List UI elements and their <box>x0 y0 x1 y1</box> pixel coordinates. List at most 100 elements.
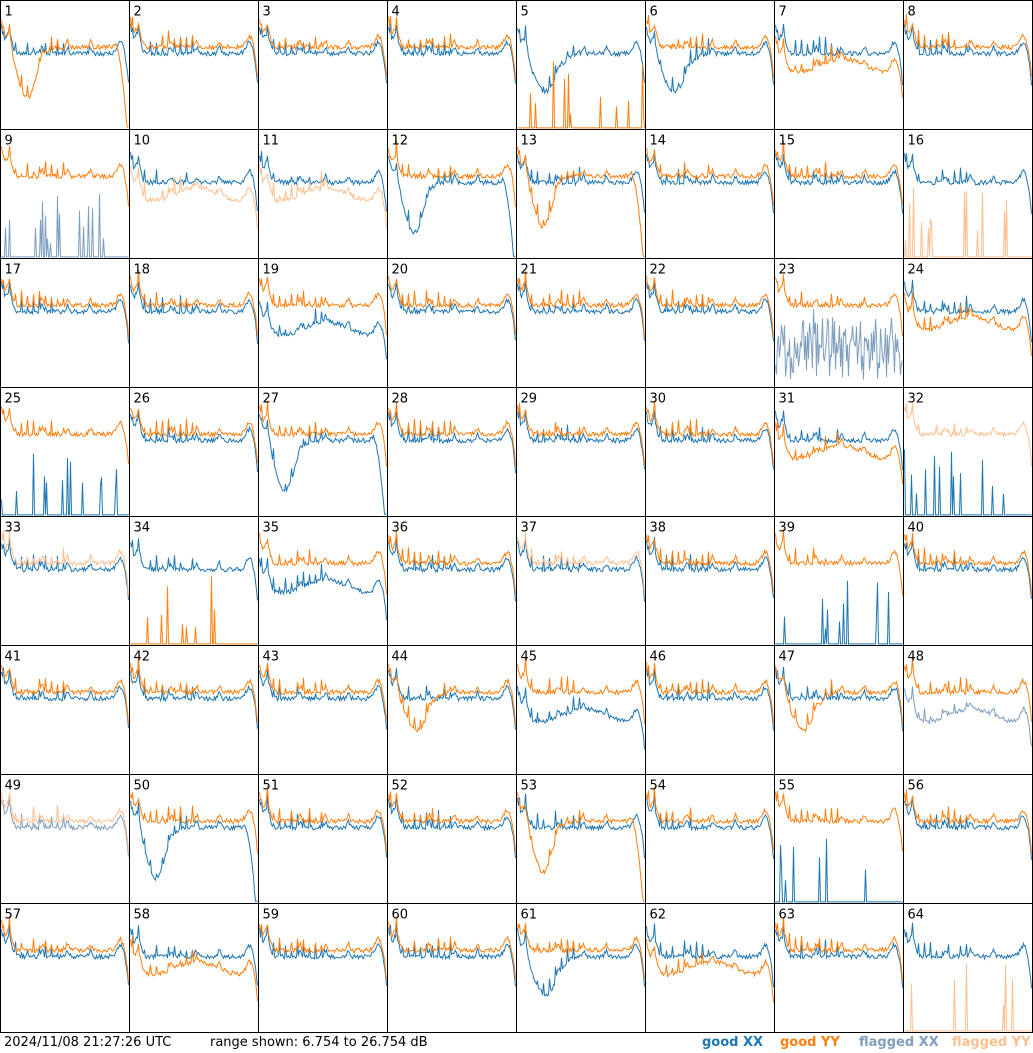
panel-label: 21 <box>521 263 538 278</box>
series-yy-line <box>1 406 129 465</box>
panel-28: 28 <box>387 387 517 517</box>
series-xx-line <box>259 25 387 84</box>
panel-border <box>774 258 904 388</box>
series-xx-line <box>775 23 903 86</box>
series-yy-line <box>904 656 1032 722</box>
series-yy-line <box>646 534 774 592</box>
panel-label: 23 <box>779 263 796 278</box>
panel-border <box>387 0 517 130</box>
panel-border <box>903 387 1033 517</box>
panel-label: 59 <box>263 908 280 923</box>
panel-31: 31 <box>774 387 904 517</box>
series-xx-line <box>775 410 903 471</box>
panel-label: 18 <box>134 263 151 278</box>
series-xx-line <box>1 667 129 729</box>
series-xx-line <box>259 150 387 212</box>
series-yy-line <box>259 533 387 594</box>
panel-23: 23 <box>774 258 904 388</box>
panel-border <box>516 129 646 259</box>
legend-good-yy: good YY <box>780 1035 840 1050</box>
panel-label: 27 <box>263 392 280 407</box>
panel-3: 3 <box>258 0 388 130</box>
panel-49: 49 <box>0 774 130 904</box>
panel-border <box>387 774 517 904</box>
legend-good-xx: good XX <box>702 1035 764 1050</box>
panel-label: 32 <box>908 392 925 407</box>
series-xx-line <box>517 280 645 341</box>
series-xx-line <box>646 26 774 94</box>
series-xx-line <box>388 537 516 602</box>
series-yy-line <box>259 924 387 981</box>
panel-29: 29 <box>516 387 646 517</box>
panel-border <box>645 129 775 259</box>
panel-2: 2 <box>129 0 259 130</box>
series-xx-line <box>259 794 387 858</box>
panel-label: 56 <box>908 779 925 794</box>
panel-label: 47 <box>779 650 796 665</box>
series-yy-line <box>388 530 516 594</box>
panel-label: 15 <box>779 134 796 149</box>
series-yy-line <box>388 140 516 207</box>
series-yy-line <box>517 792 645 902</box>
panel-border <box>258 774 388 904</box>
series-yy-line <box>517 656 645 725</box>
panel-label: 60 <box>392 908 409 923</box>
series-yy-line <box>388 791 516 853</box>
panel-22: 22 <box>645 258 775 388</box>
series-xx-line <box>517 928 645 997</box>
panel-12: 12 <box>387 129 517 259</box>
series-yy-line <box>259 19 387 76</box>
panel-label: 51 <box>263 779 280 794</box>
panel-label: 9 <box>5 134 13 149</box>
series-yy-line <box>904 292 1032 356</box>
panel-border <box>387 387 517 517</box>
series-xx-line <box>130 800 258 902</box>
panel-42: 42 <box>129 645 259 775</box>
panel-border <box>645 774 775 904</box>
panel-border <box>903 129 1033 259</box>
panel-21: 21 <box>516 258 646 388</box>
panel-border <box>129 0 259 130</box>
series-yy-line <box>1 278 129 337</box>
panel-30: 30 <box>645 387 775 517</box>
series-yy-line <box>646 786 774 851</box>
panel-9: 9 <box>0 129 130 259</box>
panel-border <box>903 645 1033 775</box>
panel-51: 51 <box>258 774 388 904</box>
series-xx-line <box>904 23 1032 86</box>
panel-40: 40 <box>903 516 1033 646</box>
series-yy-line <box>1 20 129 128</box>
panel-border <box>645 516 775 646</box>
series-xx-line <box>904 686 1032 747</box>
panel-border <box>129 903 259 1033</box>
series-xx-line <box>646 923 774 988</box>
series-xx-line <box>388 667 516 730</box>
panel-50: 50 <box>129 774 259 904</box>
series-xx-line <box>388 411 516 474</box>
series-xx-line <box>130 23 258 83</box>
panel-60: 60 <box>387 903 517 1033</box>
panel-border <box>258 645 388 775</box>
footer: 2024/11/08 21:27:26 UTC range shown: 6.7… <box>0 1033 1033 1053</box>
panel-border <box>129 645 259 775</box>
panel-62: 62 <box>645 903 775 1033</box>
series-yy-line <box>388 916 516 980</box>
panel-border <box>258 387 388 517</box>
panel-border <box>516 774 646 904</box>
panel-32: 32 <box>903 387 1033 517</box>
series-yy-line <box>388 663 516 732</box>
panel-border <box>516 645 646 775</box>
panel-44: 44 <box>387 645 517 775</box>
panel-label: 3 <box>263 5 271 20</box>
series-xx-line <box>775 309 903 380</box>
panel-label: 7 <box>779 5 787 20</box>
panel-59: 59 <box>258 903 388 1033</box>
series-yy-line <box>517 270 645 338</box>
panel-label: 16 <box>908 134 925 149</box>
series-yy-line <box>259 164 387 229</box>
series-yy-line <box>517 147 645 257</box>
panel-5: 5 <box>516 0 646 130</box>
series-xx-line <box>517 537 645 602</box>
panel-border <box>516 258 646 388</box>
series-xx-line <box>259 301 387 359</box>
